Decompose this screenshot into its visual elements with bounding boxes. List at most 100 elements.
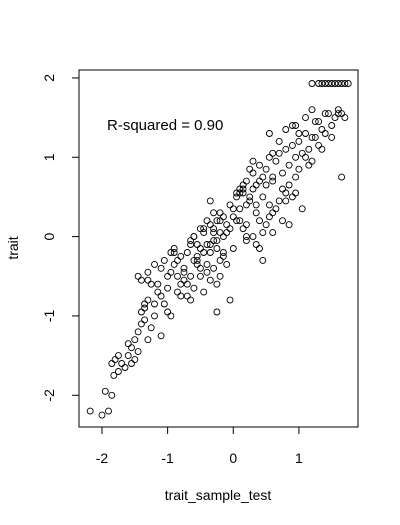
data-point bbox=[216, 256, 224, 264]
data-point bbox=[187, 272, 195, 280]
data-point bbox=[249, 157, 257, 165]
data-point bbox=[252, 241, 260, 248]
data-point bbox=[341, 80, 349, 87]
data-point bbox=[279, 169, 286, 177]
y-tick-label: 2 bbox=[41, 74, 57, 82]
data-point bbox=[134, 272, 142, 280]
y-tick-label: 1 bbox=[41, 153, 57, 161]
data-point bbox=[288, 122, 296, 129]
data-point bbox=[219, 233, 227, 241]
data-point bbox=[279, 217, 286, 225]
data-point bbox=[233, 217, 241, 225]
data-point bbox=[151, 260, 158, 268]
data-point bbox=[259, 173, 267, 181]
data-point bbox=[196, 272, 204, 280]
data-point bbox=[318, 126, 326, 133]
data-point bbox=[216, 272, 224, 280]
data-point bbox=[147, 280, 155, 288]
data-point bbox=[246, 193, 254, 201]
data-point bbox=[86, 407, 94, 415]
data-point bbox=[275, 137, 283, 145]
data-point bbox=[242, 233, 250, 241]
data-point bbox=[164, 284, 172, 292]
data-point bbox=[131, 356, 139, 364]
data-point bbox=[203, 241, 211, 248]
data-point bbox=[315, 141, 323, 149]
data-point bbox=[269, 173, 277, 181]
data-point bbox=[315, 80, 323, 87]
data-point bbox=[141, 304, 149, 312]
data-point bbox=[302, 130, 309, 137]
data-point bbox=[229, 205, 237, 213]
data-point bbox=[249, 185, 257, 193]
data-point bbox=[200, 229, 208, 237]
x-tick-label: -1 bbox=[161, 450, 174, 466]
data-point bbox=[213, 217, 221, 225]
data-point bbox=[302, 114, 309, 122]
data-point bbox=[292, 153, 300, 161]
data-point bbox=[174, 272, 181, 280]
data-point bbox=[200, 249, 208, 256]
data-point bbox=[177, 252, 185, 260]
data-point bbox=[265, 201, 273, 209]
data-point bbox=[108, 391, 116, 399]
data-point bbox=[105, 407, 112, 415]
data-point bbox=[160, 300, 168, 308]
data-point bbox=[147, 324, 155, 332]
data-point bbox=[311, 118, 319, 126]
data-point bbox=[154, 288, 162, 296]
data-point bbox=[193, 252, 201, 260]
data-point bbox=[308, 80, 316, 87]
data-point bbox=[285, 161, 293, 169]
data-point bbox=[275, 197, 283, 205]
y-tick-label: 0 bbox=[41, 232, 57, 240]
data-point bbox=[131, 336, 139, 344]
data-point bbox=[157, 292, 165, 300]
data-point bbox=[193, 260, 201, 268]
data-point bbox=[265, 213, 273, 221]
data-point bbox=[331, 114, 339, 122]
data-point bbox=[262, 165, 270, 173]
data-point bbox=[183, 292, 191, 300]
data-point bbox=[282, 126, 290, 133]
data-point bbox=[200, 225, 208, 233]
data-point bbox=[203, 268, 211, 276]
y-tick-label: -2 bbox=[41, 389, 57, 402]
data-point bbox=[249, 169, 257, 177]
data-point bbox=[170, 260, 178, 268]
data-point bbox=[288, 193, 296, 201]
data-point bbox=[305, 161, 313, 169]
data-point bbox=[177, 280, 185, 288]
data-point bbox=[315, 118, 323, 126]
data-point bbox=[344, 80, 352, 87]
data-point bbox=[157, 332, 165, 340]
data-point bbox=[223, 229, 231, 237]
data-point bbox=[328, 122, 336, 129]
data-point bbox=[134, 328, 142, 336]
data-point bbox=[167, 268, 175, 276]
y-axis-label: trait bbox=[5, 236, 21, 259]
data-point bbox=[275, 149, 283, 157]
data-point bbox=[203, 217, 211, 225]
data-point bbox=[187, 237, 195, 245]
data-point bbox=[164, 272, 172, 280]
data-point bbox=[229, 245, 237, 252]
data-point bbox=[236, 205, 244, 213]
data-point bbox=[144, 336, 152, 344]
data-point bbox=[137, 308, 145, 316]
x-axis-label: trait_sample_test bbox=[165, 487, 272, 503]
plot-frame bbox=[78, 69, 359, 428]
data-point bbox=[295, 165, 303, 173]
data-point bbox=[252, 201, 260, 209]
data-point bbox=[269, 229, 277, 237]
data-point bbox=[236, 217, 244, 225]
data-point bbox=[325, 80, 332, 87]
data-point bbox=[180, 276, 188, 284]
data-point bbox=[164, 308, 172, 316]
data-point bbox=[174, 288, 181, 296]
data-point bbox=[256, 177, 263, 185]
data-point bbox=[256, 217, 263, 225]
data-point bbox=[118, 360, 126, 367]
data-point bbox=[308, 157, 316, 165]
data-point bbox=[292, 173, 300, 181]
